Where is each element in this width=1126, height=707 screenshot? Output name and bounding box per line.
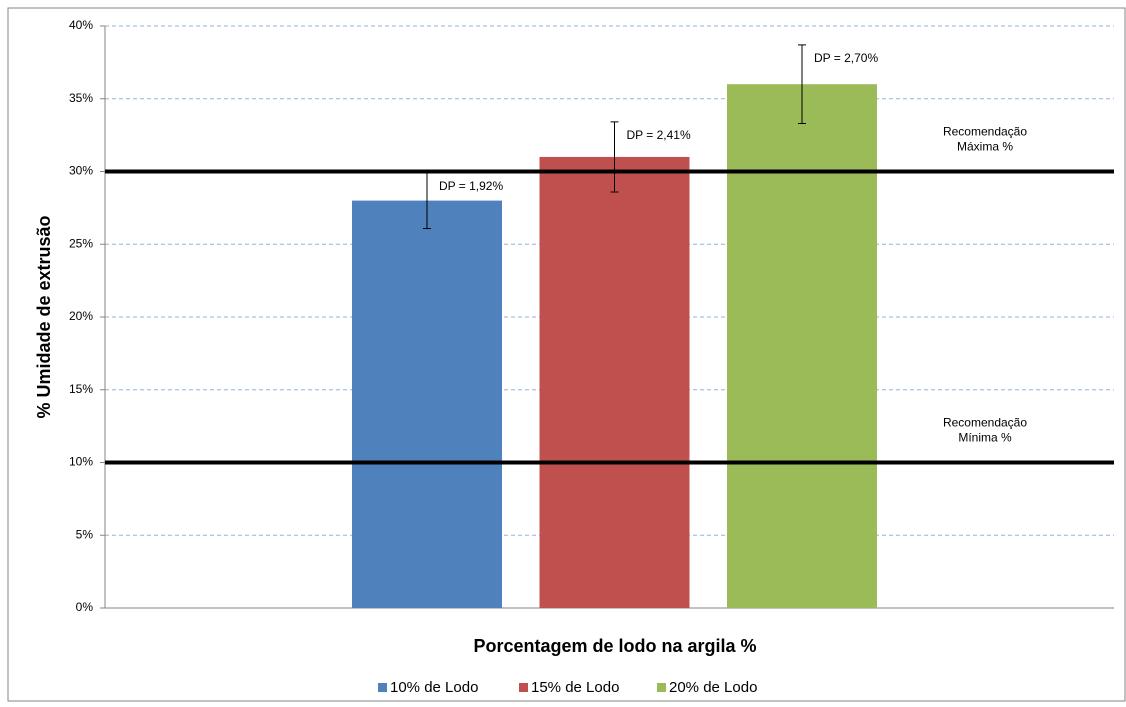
legend-swatch <box>378 683 387 692</box>
error-label: DP = 2,41% <box>627 128 691 142</box>
legend-swatch <box>657 683 666 692</box>
reference-label: Mínima % <box>958 431 1012 445</box>
y-tick-label: 5% <box>76 527 94 541</box>
reference-label: Recomendação <box>943 416 1027 430</box>
y-tick-label: 15% <box>69 382 93 396</box>
error-label: DP = 2,70% <box>814 51 878 65</box>
bar <box>352 200 502 608</box>
y-tick-label: 40% <box>69 18 93 32</box>
legend-swatch <box>519 683 528 692</box>
legend-label: 20% de Lodo <box>669 679 757 696</box>
error-label: DP = 1,92% <box>439 179 503 193</box>
x-axis-label: Porcentagem de lodo na argila % <box>473 636 756 656</box>
y-tick-label: 35% <box>69 91 93 105</box>
y-tick-label: 25% <box>69 236 93 250</box>
reference-label: Máxima % <box>957 140 1013 154</box>
error-bar <box>610 121 619 193</box>
legend-label: 10% de Lodo <box>390 679 478 696</box>
y-tick-label: 30% <box>69 164 93 178</box>
bar <box>539 156 690 608</box>
y-tick-label: 0% <box>76 600 94 614</box>
bar <box>727 84 877 608</box>
y-axis-label: % Umidade de extrusão <box>34 215 54 418</box>
y-tick-label: 10% <box>69 455 93 469</box>
legend-label: 15% de Lodo <box>531 679 619 696</box>
reference-label: Recomendação <box>943 125 1027 139</box>
error-bar <box>798 44 806 124</box>
y-tick-label: 20% <box>69 309 93 323</box>
